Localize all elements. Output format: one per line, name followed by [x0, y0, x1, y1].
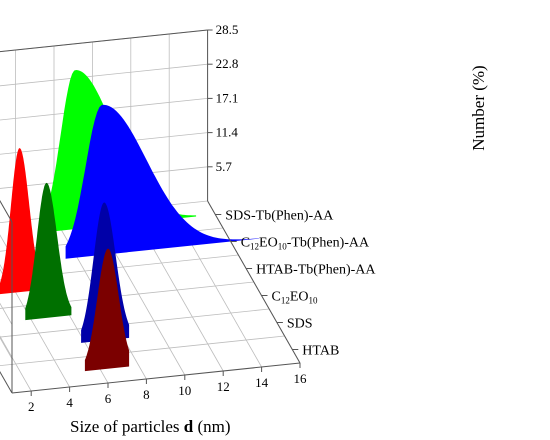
z-tick-label: 17.1 [216, 90, 239, 105]
z-tick-label: 5.7 [216, 159, 233, 174]
label-part: C [272, 290, 281, 305]
series-label: HTAB-Tb(Phen)-AA [256, 263, 376, 278]
subscript: 12 [281, 296, 290, 306]
series-labels: HTABSDSC12EO10HTAB-Tb(Phen)-AAC12EO10-Tb… [225, 209, 376, 359]
series-area-4 [65, 104, 260, 259]
label-part: EO [259, 236, 278, 251]
z-tick-labels: 5.7 11.4 17.1 22.8 28.5 [216, 22, 239, 174]
x-tick-label: 12 [217, 379, 230, 394]
x-tick-label: 8 [143, 387, 150, 402]
series-curves [0, 70, 260, 372]
x-tick-label: 14 [255, 375, 269, 390]
series-label: SDS-Tb(Phen)-AA [225, 209, 334, 224]
x-axis-title-suffix: (nm) [193, 417, 230, 436]
series-label: SDS [287, 317, 313, 332]
x-axis-title: Size of particles d (nm) [70, 417, 231, 436]
z-axis-title: Number (%) [469, 65, 488, 150]
subscript: 12 [250, 242, 259, 252]
x-axis-title-prefix: Size of particles [70, 417, 184, 436]
series-label: HTAB [302, 344, 339, 359]
label-part: C [241, 236, 250, 251]
label-part: EO [290, 290, 309, 305]
x-tick-label: 2 [28, 399, 35, 414]
x-tick-labels: 2 4 6 8 10 12 14 16 [28, 371, 307, 414]
x-tick-label: 10 [178, 383, 191, 398]
subscript: 10 [309, 296, 319, 306]
x-axis-title-symbol: d [184, 417, 194, 436]
z-tick-label: 11.4 [216, 125, 239, 140]
z-tick-label: 28.5 [216, 22, 239, 37]
series-label: C12EO10 [272, 290, 319, 306]
series-area-0 [84, 248, 130, 372]
x-tick-label: 6 [105, 391, 112, 406]
axes-frame [0, 29, 301, 396]
series-area-2 [25, 182, 72, 321]
x-tick-label: 16 [294, 371, 308, 386]
subscript: 10 [278, 242, 288, 252]
series-label: C12EO10-Tb(Phen)-AA [241, 236, 370, 252]
label-part: -Tb(Phen)-AA [287, 236, 370, 251]
x-tick-label: 4 [66, 395, 73, 410]
series-area-3 [0, 148, 43, 295]
z-tick-label: 22.8 [216, 56, 239, 71]
